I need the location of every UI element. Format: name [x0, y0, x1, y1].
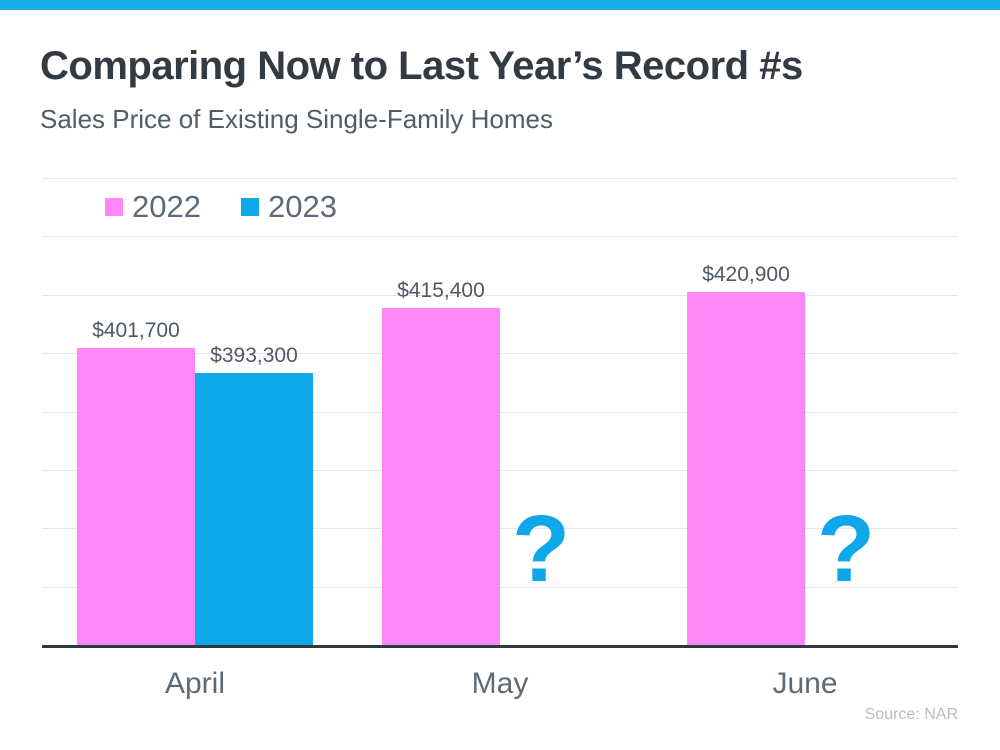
- gridline: [42, 236, 958, 237]
- value-label-2023-april: $393,300: [210, 344, 298, 367]
- top-accent-bar: [0, 0, 1000, 10]
- x-axis-line: [42, 645, 958, 648]
- value-label-2022-april: $401,700: [92, 319, 180, 342]
- missing-value-question-mark-may: ?: [511, 496, 571, 602]
- value-label-2022-may: $415,400: [397, 279, 485, 302]
- bar-2022-june: [687, 292, 805, 645]
- gridline: [42, 528, 958, 529]
- page-subtitle: Sales Price of Existing Single-Family Ho…: [40, 104, 553, 134]
- axis-label-june: June: [772, 667, 838, 700]
- legend-item-2023: 2023: [240, 189, 337, 224]
- source-attribution: Source: NAR: [864, 706, 958, 723]
- legend-swatch-2022: [105, 197, 123, 216]
- page-title: Comparing Now to Last Year’s Record #s: [40, 44, 803, 88]
- gridline: [42, 587, 958, 588]
- gridline: [42, 470, 958, 471]
- legend-label-2023: 2023: [267, 189, 337, 224]
- gridline: [42, 412, 958, 413]
- gridline: [42, 295, 958, 296]
- missing-value-question-mark-june: ?: [816, 496, 876, 602]
- chart-legend: 2022 2023: [105, 191, 337, 222]
- bar-2022-may: [382, 308, 500, 645]
- axis-label-april: April: [164, 667, 225, 700]
- bar-2023-april: [195, 373, 313, 645]
- value-label-2022-june: $420,900: [702, 263, 790, 286]
- gridline: [42, 178, 958, 179]
- legend-swatch-2023: [240, 197, 259, 216]
- gridline: [42, 353, 958, 354]
- legend-item-2022: 2022: [105, 191, 201, 222]
- legend-label-2022: 2022: [132, 189, 201, 224]
- bar-2022-april: [77, 348, 195, 645]
- axis-label-may: May: [471, 667, 529, 700]
